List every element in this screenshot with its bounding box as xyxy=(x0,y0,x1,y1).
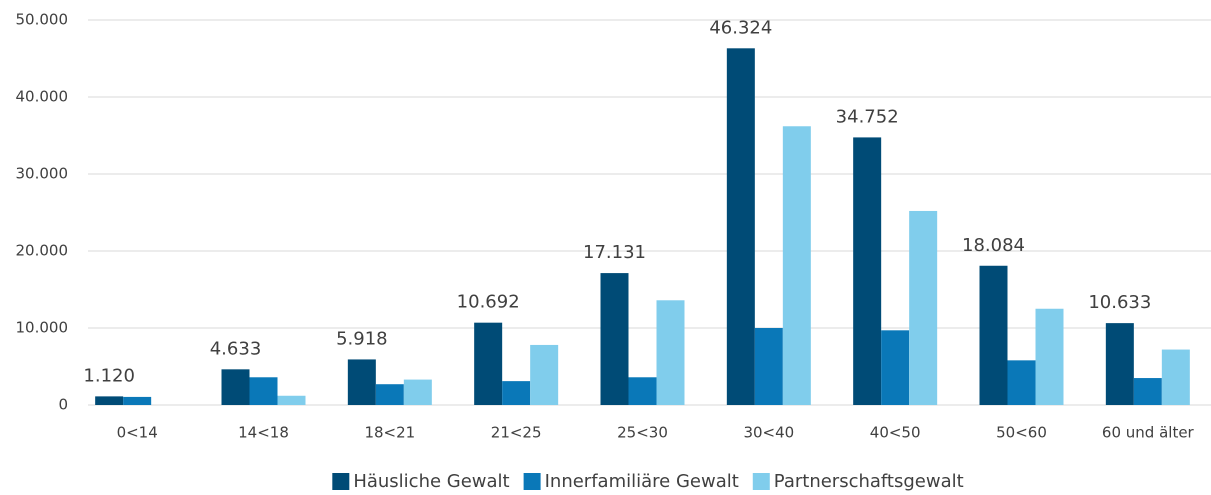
bar xyxy=(277,395,306,405)
bar xyxy=(600,273,629,405)
bar xyxy=(1035,308,1064,405)
bar xyxy=(221,369,250,405)
data-label: 18.084 xyxy=(962,235,1025,256)
bar xyxy=(347,359,376,405)
bar xyxy=(502,381,531,405)
data-label: 4.633 xyxy=(210,338,262,359)
x-tick-label: 50<60 xyxy=(996,424,1047,442)
bar xyxy=(782,126,811,405)
data-label: 1.120 xyxy=(83,365,135,386)
x-tick-label: 21<25 xyxy=(491,424,542,442)
bar xyxy=(474,322,503,405)
bar xyxy=(881,330,910,405)
legend-label: Häusliche Gewalt xyxy=(353,471,509,492)
bar xyxy=(1133,378,1162,405)
x-tick-label: 14<18 xyxy=(238,424,289,442)
legend-label: Innerfamiliäre Gewalt xyxy=(545,471,739,492)
bar xyxy=(1007,360,1036,405)
bar xyxy=(1105,323,1134,405)
bar xyxy=(656,300,685,405)
bar xyxy=(726,48,755,405)
bar xyxy=(909,210,938,405)
y-tick-label: 40.000 xyxy=(16,88,69,106)
bar xyxy=(754,328,783,405)
legend-label: Partnerschaftsgewalt xyxy=(774,471,964,492)
x-tick-label: 25<30 xyxy=(617,424,668,442)
bar xyxy=(1161,349,1190,405)
x-tick-label: 18<21 xyxy=(364,424,415,442)
legend-swatch xyxy=(523,473,541,490)
data-label: 17.131 xyxy=(583,242,646,263)
bar xyxy=(628,377,657,405)
data-label: 10.633 xyxy=(1088,292,1151,313)
legend-swatch xyxy=(752,473,770,490)
y-tick-label: 20.000 xyxy=(16,242,69,260)
x-tick-label: 40<50 xyxy=(870,424,921,442)
bar xyxy=(979,265,1008,405)
x-tick-label: 30<40 xyxy=(743,424,794,442)
y-tick-label: 0 xyxy=(58,396,68,414)
y-tick-label: 50.000 xyxy=(16,11,69,29)
data-label: 46.324 xyxy=(709,17,772,38)
legend-swatch xyxy=(332,473,350,490)
bar xyxy=(853,137,882,405)
data-label: 10.692 xyxy=(457,292,520,313)
bar xyxy=(123,396,152,405)
bar xyxy=(249,377,278,405)
bar xyxy=(95,396,124,405)
data-label: 5.918 xyxy=(336,328,388,349)
y-tick-label: 30.000 xyxy=(16,165,69,183)
data-label: 34.752 xyxy=(836,106,899,127)
x-tick-label: 60 und älter xyxy=(1102,424,1195,442)
y-tick-label: 10.000 xyxy=(16,319,69,337)
bar xyxy=(375,384,404,405)
bar xyxy=(530,344,559,405)
bar xyxy=(403,379,432,405)
x-tick-label: 0<14 xyxy=(117,424,158,442)
